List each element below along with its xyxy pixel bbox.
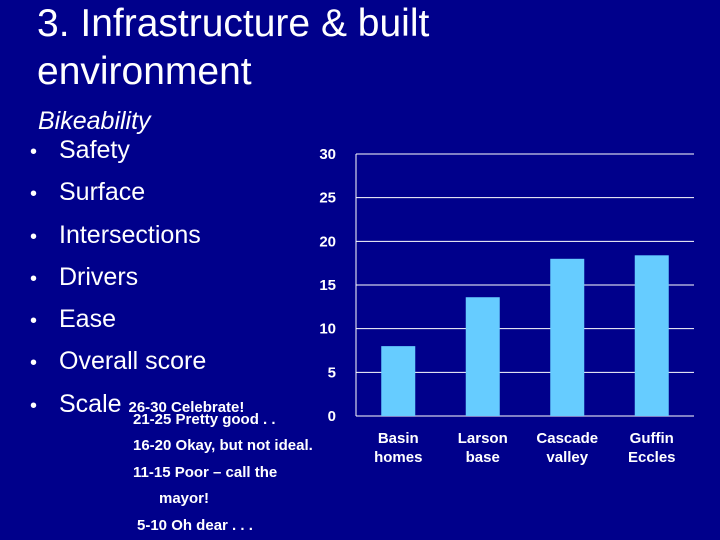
scale-list: 21-25 Pretty good . . 16-20 Okay, but no… [133, 407, 313, 539]
bullet-dot-icon: • [30, 310, 38, 333]
bullet-item: • Intersections [30, 215, 244, 257]
scale-line: 11-15 Poor – call the [133, 463, 278, 481]
bullet-dot-icon: • [30, 225, 38, 248]
scale-line: 16-20 Okay, but not ideal. [133, 437, 313, 455]
y-tick-label: 20 [319, 233, 336, 250]
x-tick-label: homes [374, 449, 422, 466]
scale-line: 26-30 Celebrate! [128, 398, 245, 416]
bullet-item: • Drivers [30, 257, 244, 299]
x-tick-label: Guffin [630, 430, 674, 447]
bullet-dot-icon: • [30, 352, 38, 375]
x-tick-label: Cascade [536, 430, 598, 447]
bullet-item: • Safety [30, 130, 244, 172]
y-tick-label: 15 [319, 277, 336, 294]
bullet-item: • Overall score [30, 341, 244, 383]
scale-line: 5-10 Oh dear . . . [137, 516, 253, 534]
x-tick-label: base [466, 449, 500, 466]
scale-line: 21-25 Pretty good . . [133, 411, 276, 428]
y-tick-label: 25 [319, 190, 336, 207]
bullet-list: • Safety • Surface • Intersections • Drivers… [30, 130, 244, 428]
y-tick-label: 10 [319, 321, 336, 338]
x-tick-label: valley [546, 449, 588, 466]
bullet-item: • Ease [30, 299, 244, 341]
bullet-dot-icon: • [30, 394, 38, 417]
x-tick-label: Basin [378, 430, 419, 447]
bar [634, 255, 669, 416]
bar [465, 297, 500, 416]
slide-subtitle: Bikeability [38, 107, 151, 135]
bar [381, 346, 416, 416]
x-tick-label: Eccles [628, 449, 676, 466]
x-tick-label: Larson [458, 430, 508, 447]
y-tick-label: 5 [328, 364, 336, 381]
bullet-item-scale: • Scale 26-30 Celebrate! [30, 384, 244, 428]
y-tick-label: 30 [319, 146, 336, 163]
bullet-dot-icon: • [30, 141, 38, 163]
bullet-dot-icon: • [30, 267, 38, 290]
bullet-dot-icon: • [30, 183, 38, 206]
slide-title: 3. Infrastructure & built environment [37, 2, 430, 93]
scale-line: mayor! [159, 490, 210, 508]
bar [550, 258, 585, 416]
y-tick-label: 0 [328, 408, 336, 425]
bullet-item: • Surface [30, 172, 244, 214]
